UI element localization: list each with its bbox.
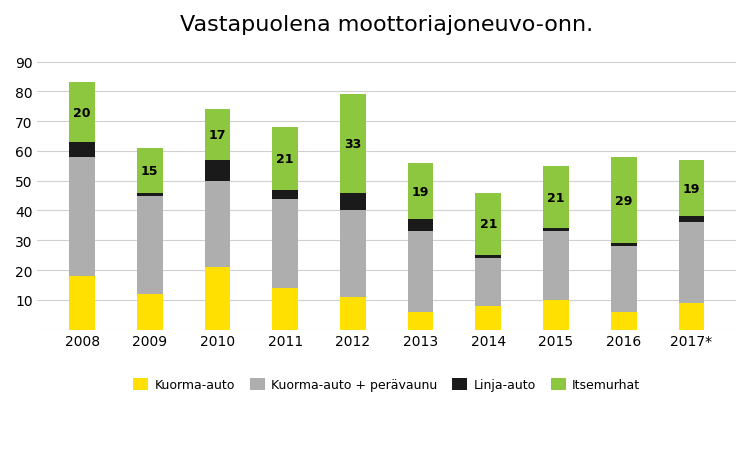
Text: 15: 15 xyxy=(141,165,158,177)
Bar xyxy=(543,166,569,229)
Bar xyxy=(69,157,95,276)
Bar xyxy=(475,193,501,256)
Bar xyxy=(678,223,704,303)
Bar xyxy=(340,193,366,211)
Bar xyxy=(137,193,163,196)
Bar xyxy=(137,148,163,193)
Bar xyxy=(340,95,366,193)
Bar xyxy=(137,196,163,294)
Bar xyxy=(273,199,298,288)
Bar xyxy=(611,312,637,330)
Bar xyxy=(273,190,298,199)
Bar xyxy=(543,300,569,330)
Text: 21: 21 xyxy=(276,152,294,166)
Bar xyxy=(408,163,433,220)
Bar xyxy=(340,211,366,297)
Bar xyxy=(543,229,569,232)
Bar xyxy=(137,294,163,330)
Bar xyxy=(340,297,366,330)
Bar xyxy=(611,157,637,244)
Text: 19: 19 xyxy=(683,182,700,195)
Bar xyxy=(408,220,433,232)
Bar xyxy=(69,276,95,330)
Bar xyxy=(69,83,95,143)
Text: 21: 21 xyxy=(547,191,565,204)
Bar xyxy=(204,181,231,267)
Bar xyxy=(475,256,501,258)
Bar xyxy=(678,303,704,330)
Bar xyxy=(408,312,433,330)
Text: 19: 19 xyxy=(412,185,430,198)
Bar xyxy=(273,128,298,190)
Bar xyxy=(475,306,501,330)
Text: 20: 20 xyxy=(74,106,91,120)
Bar xyxy=(611,247,637,312)
Title: Vastapuolena moottoriajoneuvo-onn.: Vastapuolena moottoriajoneuvo-onn. xyxy=(180,15,593,35)
Bar xyxy=(204,267,231,330)
Bar xyxy=(475,258,501,306)
Bar xyxy=(273,288,298,330)
Legend: Kuorma-auto, Kuorma-auto + perävaunu, Linja-auto, Itsemurhat: Kuorma-auto, Kuorma-auto + perävaunu, Li… xyxy=(128,373,645,396)
Bar xyxy=(69,143,95,157)
Bar xyxy=(543,232,569,300)
Bar xyxy=(204,110,231,161)
Bar xyxy=(678,217,704,223)
Text: 29: 29 xyxy=(615,194,632,207)
Text: 21: 21 xyxy=(480,218,497,231)
Text: 17: 17 xyxy=(209,129,226,142)
Bar xyxy=(408,232,433,312)
Bar xyxy=(204,161,231,181)
Bar xyxy=(678,161,704,217)
Text: 33: 33 xyxy=(344,138,361,151)
Bar xyxy=(611,244,637,247)
